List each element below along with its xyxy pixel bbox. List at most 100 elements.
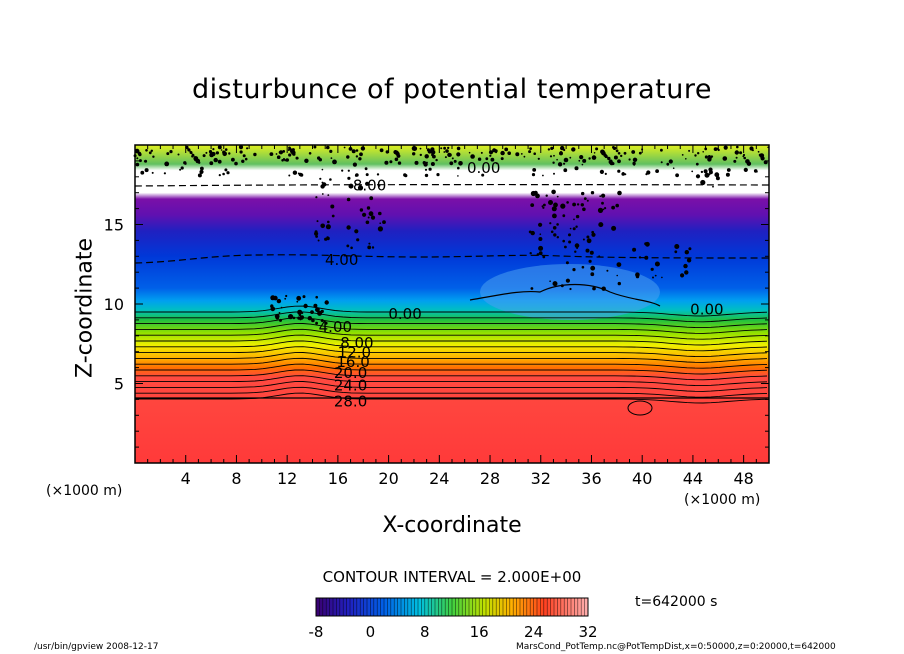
speckle — [456, 146, 461, 151]
speckle — [529, 252, 532, 255]
speckle — [586, 238, 592, 244]
small-contour-loop — [627, 400, 653, 416]
speckle — [242, 154, 246, 158]
colorbar-tick-label: -8 — [309, 623, 324, 641]
cool-anomaly-region — [480, 264, 660, 320]
speckle — [747, 161, 750, 165]
speckle — [368, 211, 374, 217]
speckle — [317, 239, 320, 242]
speckle — [457, 175, 459, 177]
speckle — [217, 159, 222, 164]
speckle — [343, 146, 346, 149]
speckle — [734, 150, 739, 155]
speckle — [324, 300, 329, 305]
speckle — [569, 287, 572, 291]
speckle — [530, 287, 534, 290]
speckle — [326, 145, 330, 150]
speckle — [742, 153, 746, 157]
colorbar-tick-label: 24 — [524, 623, 543, 641]
x-axis-label: X-coordinate — [382, 513, 522, 538]
contour-line — [135, 334, 768, 346]
speckle — [590, 272, 595, 277]
speckle — [615, 149, 619, 153]
speckle — [179, 168, 182, 171]
speckle — [315, 307, 320, 313]
speckle — [708, 167, 713, 172]
speckle — [307, 316, 312, 321]
speckle — [288, 153, 292, 157]
speckle — [320, 319, 324, 322]
speckle — [191, 155, 194, 158]
speckle — [583, 197, 587, 201]
speckle — [557, 162, 563, 167]
speckle — [616, 262, 622, 267]
speckle — [320, 223, 326, 229]
speckle — [370, 215, 376, 220]
speckle — [304, 158, 309, 163]
speckle — [135, 162, 140, 167]
speckle — [683, 263, 688, 269]
dashed-contour-8 — [134, 183, 770, 187]
speckle — [292, 316, 296, 320]
speckle — [430, 150, 436, 155]
speckle — [556, 236, 559, 239]
speckle — [324, 321, 328, 325]
speckle — [313, 145, 317, 149]
speckle — [562, 239, 565, 243]
speckle — [674, 244, 680, 249]
speckle — [397, 161, 402, 165]
speckle — [586, 199, 589, 202]
speckle — [327, 194, 330, 197]
speckle — [686, 258, 692, 263]
x-tick-label: 12 — [277, 469, 297, 488]
speckle — [314, 231, 319, 236]
speckle — [552, 281, 558, 287]
speckle — [331, 214, 335, 218]
speckle — [586, 235, 590, 239]
speckle — [710, 155, 714, 158]
contour-line — [135, 305, 768, 317]
speckle — [550, 230, 554, 234]
speckle — [743, 167, 748, 172]
speckle — [585, 248, 590, 253]
x-tick-label: 36 — [581, 469, 601, 488]
colorbar-tick-label: 16 — [470, 623, 489, 641]
speckle — [537, 157, 540, 160]
speckle — [241, 159, 245, 163]
speckle — [315, 295, 319, 299]
speckle — [533, 190, 538, 195]
speckle — [552, 213, 557, 219]
speckle — [617, 169, 621, 173]
contour-lines — [135, 305, 769, 404]
speckle — [685, 158, 687, 160]
speckle — [445, 149, 449, 153]
speckle — [239, 150, 243, 154]
speckle — [279, 318, 282, 322]
speckle — [451, 157, 454, 160]
speckle — [538, 245, 544, 251]
speckle — [354, 229, 359, 234]
speckle — [582, 238, 585, 241]
speckle — [604, 154, 608, 159]
speckle — [590, 191, 595, 195]
speckle — [164, 161, 170, 167]
speckle — [269, 152, 274, 157]
x-tick-label: 28 — [480, 469, 500, 488]
speckle — [759, 153, 765, 159]
time-label: t=642000 s — [635, 594, 718, 610]
speckle — [436, 173, 440, 177]
speckle — [712, 185, 714, 188]
speckle — [560, 203, 566, 209]
speckle — [655, 169, 659, 174]
footer-right: MarsCond_PotTemp.nc@PotTempDist,x=0:5000… — [516, 642, 836, 652]
speckle — [134, 148, 140, 154]
speckle — [152, 155, 155, 158]
contour-line — [135, 340, 768, 352]
speckle — [317, 156, 321, 160]
speckle — [234, 161, 238, 166]
speckle — [453, 159, 457, 163]
speckle — [691, 170, 694, 173]
speckle — [563, 157, 569, 163]
speckle — [654, 274, 657, 277]
speckle — [425, 161, 428, 164]
